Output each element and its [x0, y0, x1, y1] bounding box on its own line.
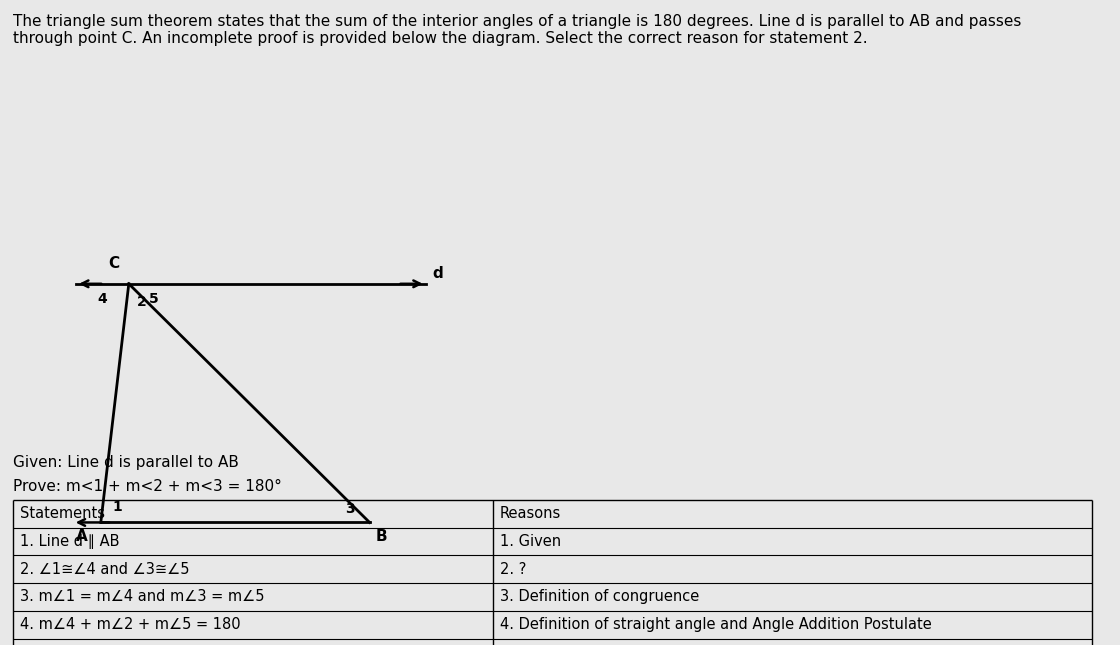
- Text: Given: Line d is parallel to AB: Given: Line d is parallel to AB: [13, 455, 240, 470]
- Text: 2. ?: 2. ?: [500, 562, 526, 577]
- Text: C: C: [109, 256, 120, 271]
- Text: Prove: m<1 + m<2 + m<3 = 180°: Prove: m<1 + m<2 + m<3 = 180°: [13, 479, 282, 494]
- Text: through point C. An incomplete proof is provided below the diagram. Select the c: through point C. An incomplete proof is …: [13, 31, 868, 46]
- Text: 1. Line d ∥ AB: 1. Line d ∥ AB: [20, 534, 120, 549]
- Text: 3. Definition of congruence: 3. Definition of congruence: [500, 590, 699, 604]
- Text: 2. ∠1≅∠4 and ∠3≅∠5: 2. ∠1≅∠4 and ∠3≅∠5: [20, 562, 189, 577]
- Text: Reasons: Reasons: [500, 506, 561, 521]
- Text: d: d: [432, 266, 444, 281]
- Text: 3. m∠1 = m∠4 and m∠3 = m∠5: 3. m∠1 = m∠4 and m∠3 = m∠5: [20, 590, 264, 604]
- Text: A: A: [76, 529, 87, 544]
- Text: 4. m∠4 + m∠2 + m∠5 = 180: 4. m∠4 + m∠2 + m∠5 = 180: [20, 617, 241, 632]
- Text: 1: 1: [112, 500, 122, 514]
- Text: Statements: Statements: [20, 506, 105, 521]
- Text: B: B: [375, 529, 386, 544]
- Text: 3: 3: [345, 502, 355, 516]
- Text: 4. Definition of straight angle and Angle Addition Postulate: 4. Definition of straight angle and Angl…: [500, 617, 931, 632]
- Text: 2: 2: [137, 295, 147, 310]
- Text: 5: 5: [149, 292, 159, 306]
- Text: The triangle sum theorem states that the sum of the interior angles of a triangl: The triangle sum theorem states that the…: [13, 14, 1021, 29]
- Text: 4: 4: [97, 292, 108, 306]
- Text: 1. Given: 1. Given: [500, 534, 561, 549]
